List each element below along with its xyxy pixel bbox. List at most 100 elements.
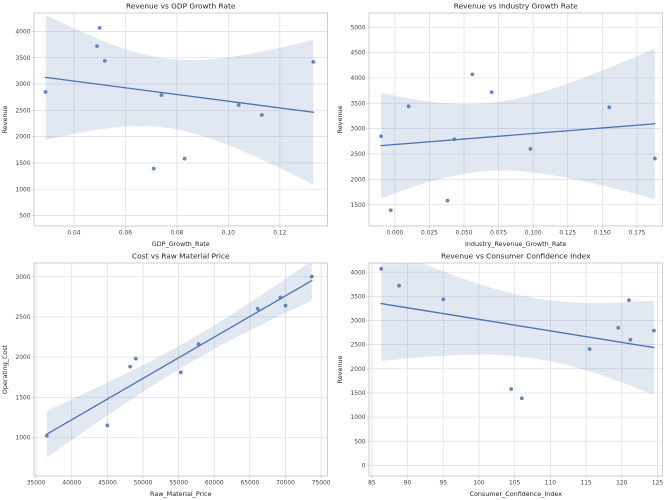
- data-point: [651, 328, 656, 333]
- data-point: [151, 166, 156, 171]
- regression-line: [379, 123, 656, 147]
- x-axis-label: Industry_Revenue_Growth_Rate: [465, 240, 567, 248]
- y-tick-label: 3000: [350, 319, 365, 325]
- data-point: [388, 208, 393, 213]
- y-tick-label: 2000: [16, 355, 31, 361]
- y-tick-label: 4500: [350, 51, 365, 57]
- x-tick-label: 60000: [205, 481, 224, 487]
- y-tick-label: 1500: [350, 203, 365, 209]
- x-tick-label: 0.125: [559, 231, 576, 237]
- x-tick-label: 0.100: [524, 231, 541, 237]
- chart-cost-vs-raw-material-price: 35000 40000 45000 50000 55000 60000 65000 70000…: [0, 250, 335, 500]
- data-point: [259, 113, 264, 117]
- y-axis-label: Operating_Cost: [1, 344, 9, 394]
- data-point: [182, 156, 187, 161]
- data-point: [469, 72, 474, 77]
- y-tick-label: 5000: [350, 25, 365, 31]
- x-tick-label: 45000: [98, 481, 117, 487]
- x-tick-label: 0.175: [628, 231, 645, 237]
- x-tick-label: 95: [439, 481, 447, 487]
- data-point: [255, 306, 260, 311]
- x-tick-label: 55000: [169, 481, 188, 487]
- x-tick-label: 105: [509, 481, 520, 487]
- x-tick-label: 90: [403, 481, 411, 487]
- data-point: [508, 387, 513, 391]
- data-point: [283, 303, 288, 308]
- y-tick-label: 4000: [16, 30, 31, 36]
- data-point: [528, 147, 532, 151]
- x-tick-label: 120: [616, 481, 627, 487]
- data-point: [406, 104, 411, 109]
- x-tick-label: 0.06: [119, 231, 132, 237]
- chart-title: Cost vs Raw Material Price: [132, 252, 230, 261]
- data-point: [44, 433, 49, 438]
- data-point: [97, 25, 102, 30]
- x-tick-label: 70000: [276, 481, 295, 487]
- y-tick-label: 3500: [350, 294, 365, 300]
- data-point: [615, 325, 620, 330]
- data-point: [451, 137, 456, 142]
- y-tick-label: 2000: [350, 367, 365, 373]
- y-tick-label: 2000: [350, 177, 365, 183]
- x-tick-label: 65000: [240, 481, 259, 487]
- y-tick-label: 1500: [16, 161, 31, 167]
- chart-revenue-vs-industry-growth-rate: 0.000 0.025 0.050 0.075 0.100 0.125 0.150 0.175…: [335, 0, 669, 250]
- x-tick-label: 85: [368, 481, 376, 487]
- regression-line: [44, 76, 314, 113]
- data-point: [311, 60, 316, 64]
- y-tick-label: 2500: [350, 343, 365, 349]
- y-tick-label: 3500: [350, 101, 365, 107]
- y-axis-label: Revenue: [336, 356, 344, 384]
- x-tick-label: 0.08: [170, 231, 183, 237]
- x-tick-label: 0.000: [386, 231, 403, 237]
- y-axis-label: Revenue: [1, 106, 9, 134]
- data-point: [278, 295, 283, 300]
- y-tick-label: 1000: [16, 187, 31, 193]
- chart-title: Revenue vs Industry Growth Rate: [453, 2, 577, 11]
- y-tick-label: 4000: [350, 270, 365, 276]
- confidence-band: [380, 263, 654, 395]
- x-tick-label: 110: [544, 481, 555, 487]
- chart-svg-revenue-vs-gdp-growth-rate: 0.04 0.06 0.08 0.10 0.12 500 1000 1500 2000 2500 3…: [1, 2, 328, 248]
- y-tick-label: 2500: [350, 152, 365, 158]
- y-tick-label: 500: [354, 439, 365, 445]
- y-tick-label: 3000: [16, 275, 31, 281]
- x-tick-label: 50000: [134, 481, 153, 487]
- data-point: [587, 347, 592, 351]
- data-point: [128, 364, 133, 369]
- chart-title: Revenue vs Consumer Confidence Index: [441, 252, 591, 261]
- x-tick-label: 75000: [312, 481, 331, 487]
- data-point: [489, 90, 494, 95]
- data-point: [440, 297, 445, 302]
- data-point: [378, 266, 383, 271]
- x-tick-label: 0.050: [455, 231, 472, 237]
- data-point: [102, 58, 107, 63]
- regression-line: [379, 302, 655, 349]
- regression-line: [46, 279, 313, 435]
- y-tick-label: 1000: [16, 436, 31, 442]
- y-tick-label: 2500: [16, 108, 31, 114]
- chart-svg-revenue-vs-consumer-confidence-index: 85 90 95 100 105 110 115 120 125 0 500 1000 1500 2000…: [336, 252, 663, 499]
- y-tick-label: 1500: [350, 391, 365, 397]
- x-tick-label: 0.12: [273, 231, 286, 237]
- data-point: [627, 337, 632, 342]
- chart-revenue-vs-consumer-confidence-index: 85 90 95 100 105 110 115 120 125 0 500 1000 1500 2000…: [335, 250, 669, 500]
- confidence-band: [45, 14, 314, 185]
- data-point: [519, 396, 524, 401]
- chart-revenue-vs-gdp-growth-rate: 0.04 0.06 0.08 0.10 0.12 500 1000 1500 2000 2500 3…: [0, 0, 335, 250]
- plot-border: [33, 262, 328, 477]
- y-tick-label: 3000: [350, 127, 365, 133]
- chart-title: Revenue vs GDP Growth Rate: [126, 2, 236, 11]
- y-tick-label: 500: [19, 214, 30, 220]
- chart-svg-cost-vs-raw-material-price: 35000 40000 45000 50000 55000 60000 65000 70000…: [1, 252, 331, 499]
- x-axis-label: GDP_Growth_Rate: [152, 240, 210, 248]
- x-tick-label: 100: [473, 481, 484, 487]
- x-tick-label: 0.075: [490, 231, 507, 237]
- data-point: [105, 423, 110, 428]
- y-tick-label: 3500: [16, 56, 31, 62]
- x-tick-label: 125: [651, 481, 662, 487]
- data-point: [178, 370, 183, 375]
- data-point: [652, 156, 657, 161]
